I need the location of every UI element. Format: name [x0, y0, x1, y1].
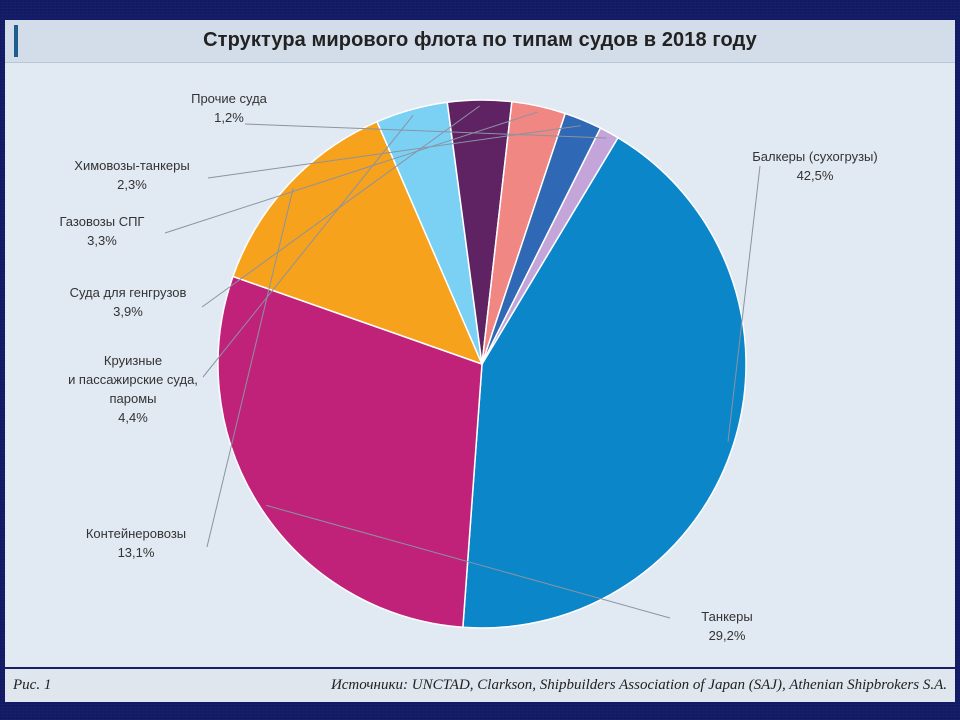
pie-slice-балкеры-сухогрузы [462, 136, 747, 629]
figure-footer: Рис. 1 Источники: UNCTAD, Clarkson, Ship… [5, 667, 955, 702]
slice-value-label: 29,2% [709, 628, 746, 643]
slice-name-label: и пассажирские суда, [68, 372, 198, 387]
slice-name-label: Газовозы СПГ [60, 214, 145, 229]
slice-name-label: Химовозы-танкеры [74, 158, 189, 173]
slice-name-label: Танкеры [701, 609, 752, 624]
slice-name-label: Прочие суда [191, 91, 268, 106]
slice-value-label: 3,3% [87, 233, 117, 248]
leader-line [244, 123, 607, 139]
slice-name-label: Круизные [104, 353, 162, 368]
sources-note: Источники: UNCTAD, Clarkson, Shipbuilder… [330, 677, 947, 693]
slice-value-label: 3,9% [113, 304, 143, 319]
figure-label: Рис. 1 [13, 677, 52, 693]
slice-value-label: 4,4% [118, 410, 148, 425]
slice-name-label: паромы [109, 391, 156, 406]
slice-value-label: 13,1% [118, 545, 155, 560]
title-accent-bar [14, 25, 18, 57]
slice-value-label: 2,3% [117, 177, 147, 192]
slice-value-label: 1,2% [214, 110, 244, 125]
leader-line [206, 187, 294, 548]
chart-title: Структура мирового флота по типам судов … [203, 29, 757, 51]
pie-chart: Балкеры (сухогрузы) 42,5% Танкеры 29,2% Конт… [60, 91, 878, 643]
leader-line [202, 115, 414, 378]
pie-slice-контейнеровозы [232, 120, 483, 365]
slice-name-label: Суда для генгрузов [70, 285, 187, 300]
leader-line [727, 165, 761, 442]
slice-value-label: 42,5% [797, 168, 834, 183]
pie-slice-танкеры [217, 275, 483, 629]
pie-slice-прочие-суда [481, 127, 619, 365]
leader-line [201, 105, 480, 308]
leader-line [164, 111, 538, 234]
leader-line [266, 504, 671, 619]
slice-name-label: Балкеры (сухогрузы) [752, 149, 877, 164]
title-bar: Структура мирового флота по типам судов … [5, 20, 955, 63]
chart-panel: Структура мирового флота по типам судов … [5, 20, 955, 702]
slice-name-label: Контейнеровозы [86, 526, 186, 541]
